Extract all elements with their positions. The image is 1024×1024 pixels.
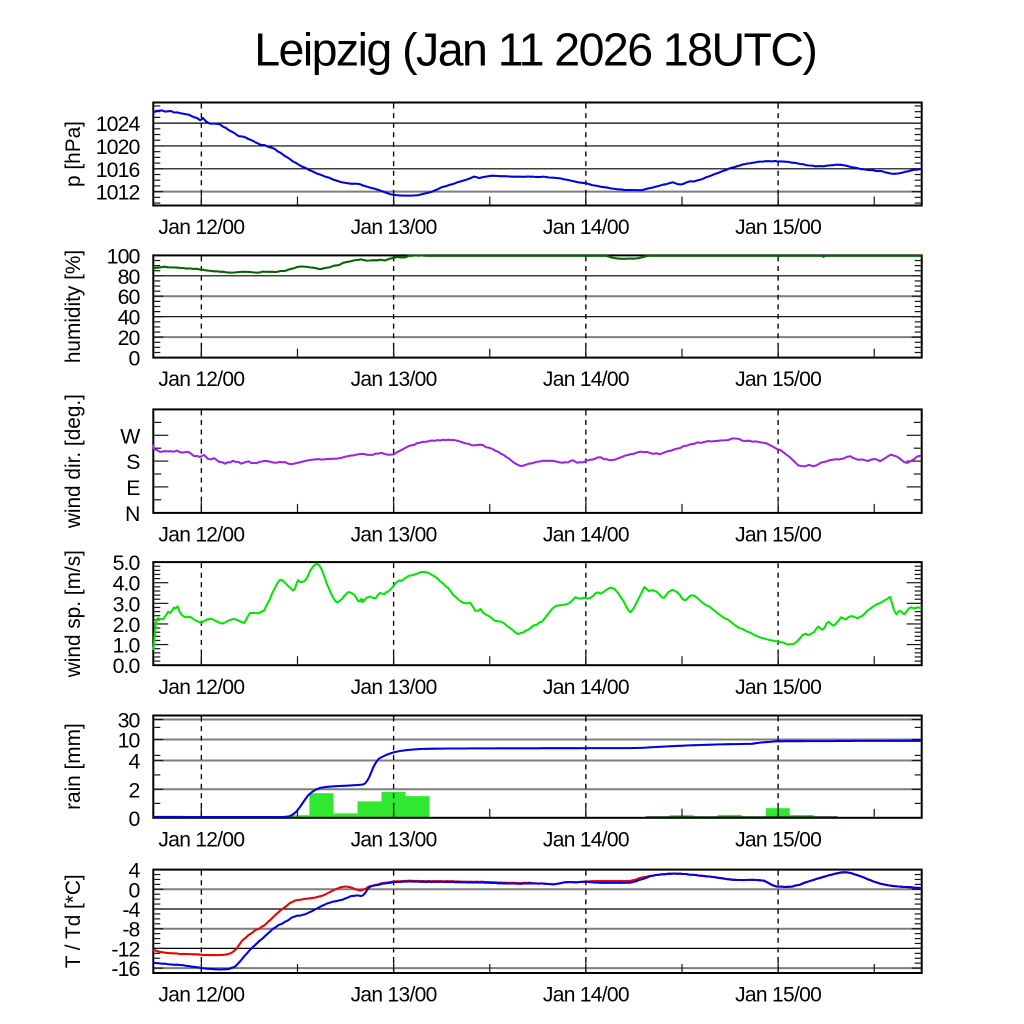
- svg-text:Jan 13/00: Jan 13/00: [351, 216, 437, 239]
- svg-text:-16: -16: [111, 957, 139, 981]
- svg-text:p [hPa]: p [hPa]: [62, 121, 85, 187]
- svg-text:Jan 13/00: Jan 13/00: [351, 524, 437, 547]
- svg-text:1020: 1020: [96, 135, 141, 159]
- svg-text:Jan 15/00: Jan 15/00: [735, 984, 821, 1007]
- svg-text:wind sp. [m/s]: wind sp. [m/s]: [62, 550, 85, 678]
- svg-text:Jan 13/00: Jan 13/00: [351, 984, 437, 1007]
- svg-text:Jan 12/00: Jan 12/00: [158, 524, 244, 547]
- svg-text:3.0: 3.0: [113, 592, 141, 616]
- svg-text:Jan 15/00: Jan 15/00: [735, 828, 821, 851]
- svg-text:Jan 14/00: Jan 14/00: [543, 524, 629, 547]
- svg-text:Jan 14/00: Jan 14/00: [543, 216, 629, 239]
- svg-text:1012: 1012: [96, 181, 140, 205]
- svg-text:60: 60: [118, 285, 141, 309]
- svg-text:Jan 14/00: Jan 14/00: [543, 676, 629, 699]
- svg-text:Jan 15/00: Jan 15/00: [735, 676, 821, 699]
- svg-text:Jan 14/00: Jan 14/00: [543, 828, 629, 851]
- svg-text:2.0: 2.0: [113, 613, 141, 637]
- svg-text:Jan 12/00: Jan 12/00: [158, 984, 244, 1007]
- svg-text:Jan 12/00: Jan 12/00: [158, 828, 244, 851]
- svg-text:Jan 15/00: Jan 15/00: [735, 216, 821, 239]
- svg-text:T / Td [*C]: T / Td [*C]: [62, 874, 85, 968]
- svg-text:Jan 13/00: Jan 13/00: [351, 828, 437, 851]
- svg-text:-4: -4: [122, 898, 140, 922]
- svg-text:Jan 13/00: Jan 13/00: [351, 368, 437, 391]
- svg-text:1024: 1024: [96, 112, 141, 136]
- svg-text:Leipzig (Jan 11 2026 18UTC): Leipzig (Jan 11 2026 18UTC): [254, 24, 816, 76]
- svg-text:0: 0: [129, 807, 141, 831]
- svg-text:2: 2: [129, 778, 140, 802]
- svg-text:Jan 15/00: Jan 15/00: [735, 368, 821, 391]
- svg-text:4: 4: [129, 750, 141, 774]
- svg-text:0: 0: [129, 347, 141, 371]
- svg-text:1.0: 1.0: [113, 634, 141, 658]
- svg-text:E: E: [126, 476, 140, 500]
- svg-text:-8: -8: [122, 918, 139, 942]
- svg-text:1016: 1016: [96, 158, 140, 182]
- svg-text:30: 30: [118, 709, 141, 733]
- svg-text:Jan 14/00: Jan 14/00: [543, 368, 629, 391]
- svg-text:40: 40: [118, 306, 141, 330]
- svg-text:Jan 12/00: Jan 12/00: [158, 216, 244, 239]
- svg-text:rain [mm]: rain [mm]: [62, 723, 85, 810]
- svg-text:Jan 12/00: Jan 12/00: [158, 368, 244, 391]
- svg-text:Jan 13/00: Jan 13/00: [351, 676, 437, 699]
- svg-text:Jan 12/00: Jan 12/00: [158, 676, 244, 699]
- svg-text:4.0: 4.0: [113, 572, 141, 596]
- svg-text:S: S: [126, 450, 140, 474]
- svg-text:W: W: [120, 424, 141, 448]
- svg-text:humidity [%]: humidity [%]: [62, 250, 85, 363]
- svg-text:20: 20: [118, 326, 141, 350]
- svg-text:wind dir. [deg.]: wind dir. [deg.]: [62, 394, 85, 529]
- svg-text:Jan 14/00: Jan 14/00: [543, 984, 629, 1007]
- svg-text:10: 10: [118, 729, 141, 753]
- svg-text:Jan 15/00: Jan 15/00: [735, 524, 821, 547]
- svg-text:-12: -12: [111, 937, 139, 961]
- svg-text:80: 80: [118, 265, 141, 289]
- svg-text:0: 0: [129, 878, 141, 902]
- svg-text:N: N: [125, 502, 139, 526]
- svg-text:0.0: 0.0: [113, 654, 141, 678]
- svg-text:5.0: 5.0: [113, 551, 141, 575]
- svg-text:100: 100: [107, 244, 141, 268]
- svg-text:4: 4: [129, 859, 141, 883]
